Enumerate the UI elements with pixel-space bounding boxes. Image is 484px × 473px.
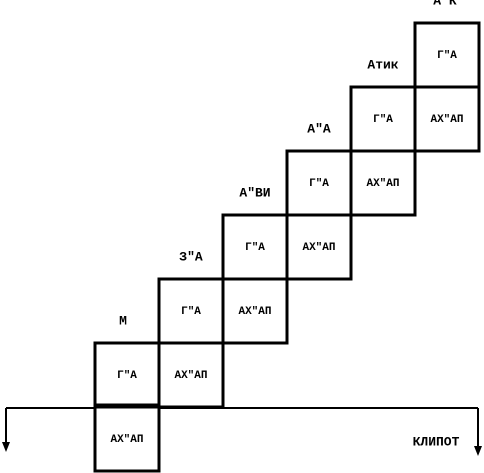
column-label: А"К [433, 0, 457, 8]
box-bottom [285, 213, 353, 281]
column-label: З"А [179, 249, 203, 264]
column-label: А"А [307, 121, 331, 136]
column-label: А"ВИ [239, 185, 270, 200]
box-bottom [221, 277, 289, 345]
baseline-label: КЛИПОТ [413, 434, 460, 449]
box-top-label: Г"А [245, 242, 265, 254]
box-bottom-label: АХ"АП [238, 306, 271, 318]
box-top-label: Г"А [373, 114, 393, 126]
box-bottom-label: АХ"АП [302, 242, 335, 254]
column-label: Атик [367, 57, 398, 72]
box-bottom [157, 341, 225, 409]
box-top [93, 341, 161, 409]
box-top-label: Г"А [117, 370, 137, 382]
box-top [157, 277, 225, 345]
box-bottom-label: АХ"АП [174, 370, 207, 382]
box-bottom [349, 149, 417, 217]
column-label: М [119, 313, 127, 328]
box-top-label: Г"А [309, 178, 329, 190]
arrowhead-left [2, 442, 10, 452]
arrowhead-right [474, 446, 482, 456]
box-bottom [413, 85, 481, 153]
box-bottom-label: АХ"АП [430, 114, 463, 126]
box-top-label: Г"А [181, 306, 201, 318]
box-bottom-label: АХ"АП [110, 434, 143, 446]
box-top-label: Г"А [437, 50, 457, 62]
box-bottom-label: АХ"АП [366, 178, 399, 190]
